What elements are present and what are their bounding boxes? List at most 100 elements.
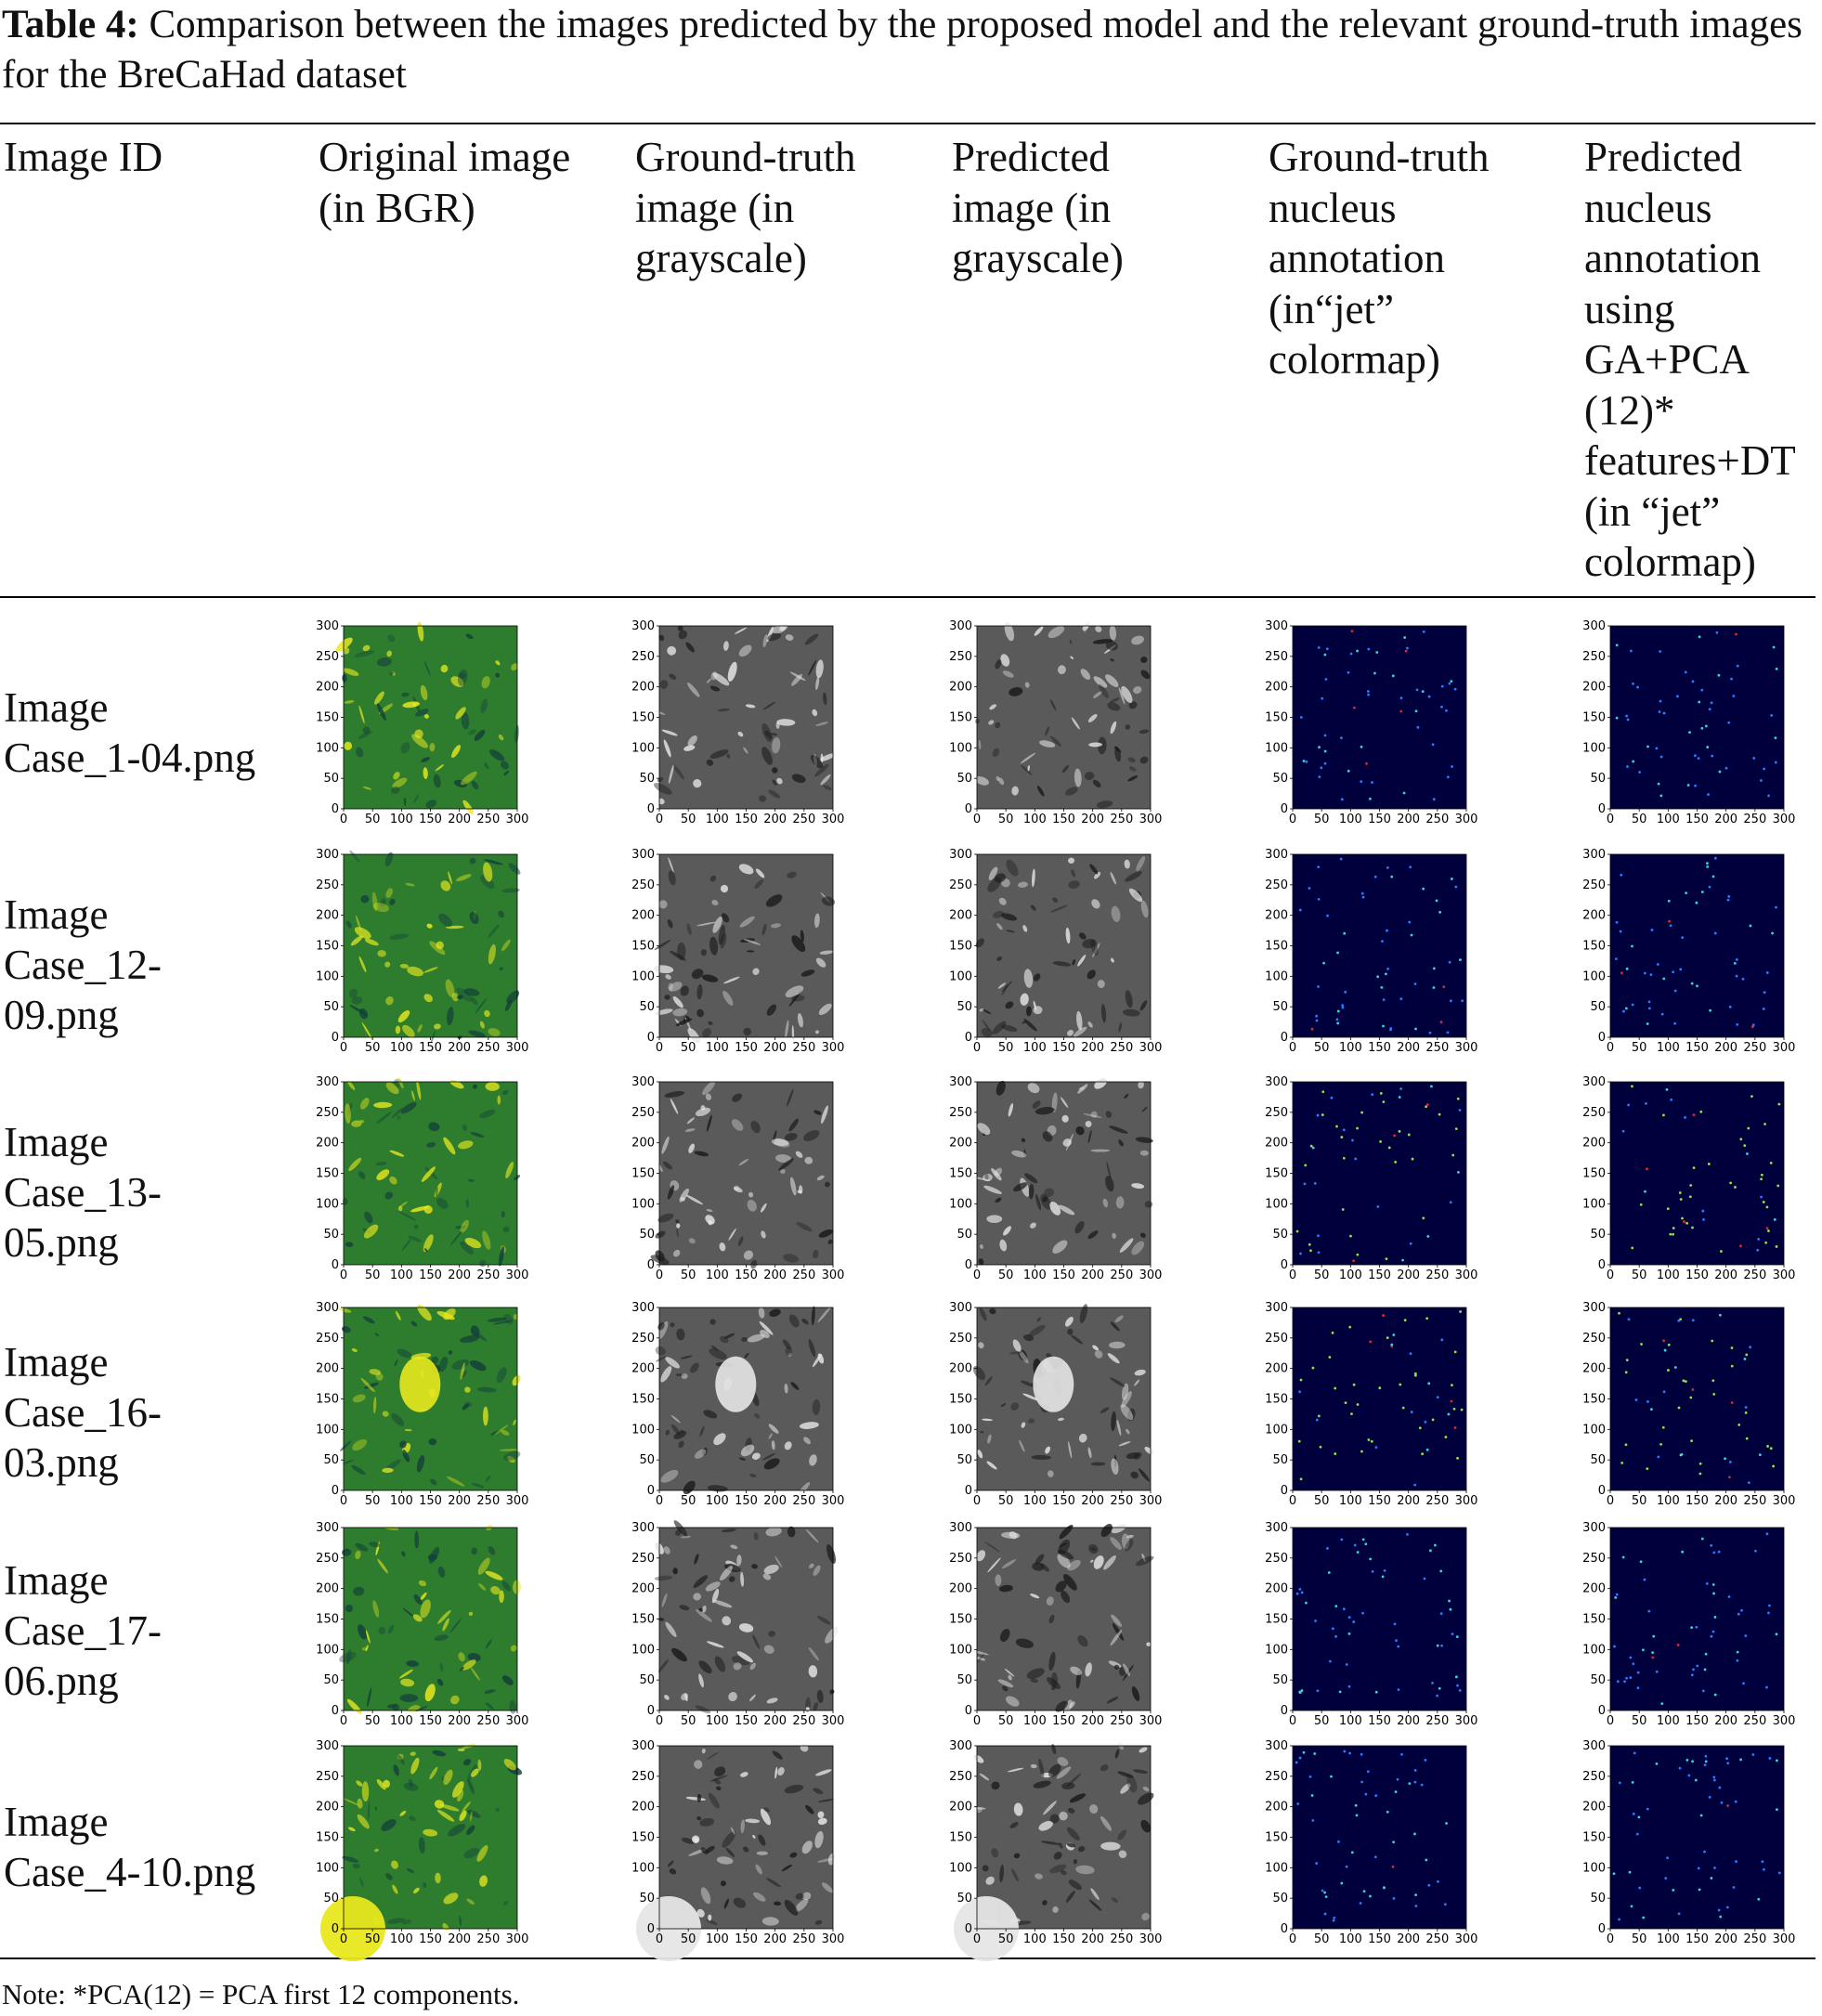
y-tick-label: 200	[631, 909, 655, 923]
y-tick-label: 0	[965, 1031, 972, 1045]
y-tick-label: 150	[1265, 1613, 1288, 1627]
y-tick-label: 50	[323, 1892, 339, 1905]
figure-svg: 0 50 100 150 200 250 300 0 50 100 150 200 250 300	[631, 1739, 844, 1961]
y-tick-label: 0	[1281, 1258, 1288, 1272]
image-id-line: Case_16-	[4, 1389, 162, 1436]
y-tick-label: 300	[1265, 1739, 1288, 1753]
x-tick-label: 0	[340, 1714, 347, 1728]
image-content	[1297, 1310, 1464, 1487]
y-tick-label: 200	[1265, 1137, 1288, 1151]
ground-truth-annotation-plot: 0 50 100 150 200 250 300 0 50 100 150 200 250 300	[1254, 1301, 1477, 1516]
x-tick-label: 200	[1714, 1714, 1737, 1728]
y-tick-label: 150	[1582, 1393, 1606, 1407]
x-tick-label: 300	[1455, 813, 1478, 826]
image-content	[970, 1524, 1154, 1714]
y-tick-label: 300	[949, 1301, 972, 1315]
y-tick-label: 200	[949, 1582, 972, 1596]
y-tick-label: 0	[1281, 1922, 1288, 1936]
x-tick-label: 250	[1425, 1041, 1449, 1055]
x-tick-label: 200	[1081, 1714, 1104, 1728]
y-tick-label: 50	[957, 1000, 972, 1014]
table-note: Note: *PCA(12) = PCA first 12 components…	[2, 1978, 520, 2010]
x-tick-label: 100	[706, 1494, 729, 1508]
x-tick-label: 100	[390, 813, 413, 826]
y-tick-label: 100	[949, 1861, 972, 1875]
x-tick-label: 0	[1289, 1041, 1296, 1055]
predicted-image-plot: 0 50 100 150 200 250 300 0 50 100 150 200 250 300	[938, 1075, 1162, 1291]
figure-svg: 0 50 100 150 200 250 300 0 50 100 150 200 250 300	[949, 1075, 1162, 1282]
x-tick-label: 300	[822, 813, 845, 826]
y-tick-label: 0	[965, 1704, 972, 1718]
y-tick-label: 200	[949, 1362, 972, 1376]
x-tick-label: 0	[1289, 1714, 1296, 1728]
y-tick-label: 200	[316, 1582, 339, 1596]
x-tick-label: 0	[973, 1041, 981, 1055]
figure-svg: 0 50 100 150 200 250 300 0 50 100 150 200 250 300	[1582, 848, 1795, 1055]
y-tick-label: 0	[647, 1922, 655, 1936]
y-tick-label: 200	[631, 1582, 655, 1596]
x-tick-label: 200	[763, 1932, 787, 1946]
x-tick-label: 0	[340, 1041, 347, 1055]
y-tick-label: 50	[1590, 772, 1606, 786]
header-predicted-annotation: Predicted nucleus annotation using GA+PC…	[1584, 134, 1795, 585]
x-tick-label: 250	[1743, 1932, 1766, 1946]
original-image-plot: 0 50 100 150 200 250 300 0 50 100 150 200 250 300	[305, 1301, 528, 1516]
y-tick-label: 150	[631, 940, 655, 954]
x-tick-label: 0	[1289, 813, 1296, 826]
x-tick-label: 200	[448, 813, 471, 826]
figure-svg: 0 50 100 150 200 250 300 0 50 100 150 200 250 300	[1582, 1521, 1795, 1728]
y-tick-label: 100	[316, 969, 339, 983]
image-area	[344, 626, 517, 809]
x-tick-label: 100	[1339, 1268, 1362, 1282]
x-tick-label: 100	[1023, 813, 1047, 826]
x-tick-label: 50	[365, 1494, 381, 1508]
x-tick-label: 250	[792, 1932, 815, 1946]
y-tick-label: 300	[316, 1739, 339, 1753]
y-tick-label: 0	[332, 1704, 339, 1718]
figure-svg: 0 50 100 150 200 250 300 0 50 100 150 200 250 300	[631, 848, 844, 1055]
y-tick-label: 300	[316, 619, 339, 633]
y-tick-label: 150	[949, 1613, 972, 1627]
image-area	[1293, 1082, 1466, 1265]
x-tick-label: 0	[340, 1932, 347, 1946]
y-tick-label: 100	[949, 1423, 972, 1437]
x-tick-label: 100	[706, 1714, 729, 1728]
image-content	[339, 1524, 522, 1714]
y-tick-label: 100	[949, 1197, 972, 1211]
x-tick-label: 150	[1685, 1932, 1709, 1946]
image-id-line: Image	[4, 1339, 109, 1385]
y-tick-label: 250	[316, 1332, 339, 1346]
y-tick-label: 300	[316, 848, 339, 862]
y-tick-label: 150	[631, 711, 655, 725]
y-tick-label: 0	[647, 1704, 655, 1718]
x-tick-label: 250	[1110, 1268, 1133, 1282]
y-tick-label: 50	[1272, 1453, 1288, 1467]
x-tick-label: 150	[1368, 1041, 1391, 1055]
y-tick-label: 300	[1265, 1301, 1288, 1315]
x-tick-label: 300	[822, 1932, 845, 1946]
x-tick-label: 100	[1657, 1494, 1680, 1508]
x-tick-label: 200	[1714, 813, 1737, 826]
x-tick-label: 250	[1743, 1714, 1766, 1728]
y-tick-label: 200	[631, 1362, 655, 1376]
x-tick-label: 250	[476, 1041, 500, 1055]
x-tick-label: 150	[1685, 1494, 1709, 1508]
figure-svg: 0 50 100 150 200 250 300 0 50 100 150 200 250 300	[1265, 1301, 1477, 1508]
predicted-annotation-plot: 0 50 100 150 200 250 300 0 50 100 150 200 250 300	[1571, 1739, 1795, 1955]
predicted-image-plot: 0 50 100 150 200 250 300 0 50 100 150 200 250 300	[938, 1301, 1162, 1516]
y-tick-label: 250	[316, 878, 339, 892]
x-tick-label: 300	[506, 1494, 529, 1508]
y-tick-label: 150	[1582, 940, 1606, 954]
x-tick-label: 150	[1368, 813, 1391, 826]
predicted-annotation-plot: 0 50 100 150 200 250 300 0 50 100 150 200 250 300	[1571, 1301, 1795, 1516]
image-content	[1295, 1533, 1462, 1697]
x-tick-label: 250	[792, 1714, 815, 1728]
x-tick-label: 250	[476, 813, 500, 826]
x-tick-label: 50	[998, 813, 1014, 826]
figure-svg: 0 50 100 150 200 250 300 0 50 100 150 200 250 300	[631, 1301, 844, 1508]
figure-svg: 0 50 100 150 200 250 300 0 50 100 150 200 250 300	[1265, 848, 1477, 1055]
x-tick-label: 100	[1339, 1041, 1362, 1055]
y-tick-label: 100	[1582, 1197, 1606, 1211]
y-tick-label: 50	[957, 1892, 972, 1905]
y-tick-label: 100	[316, 741, 339, 755]
